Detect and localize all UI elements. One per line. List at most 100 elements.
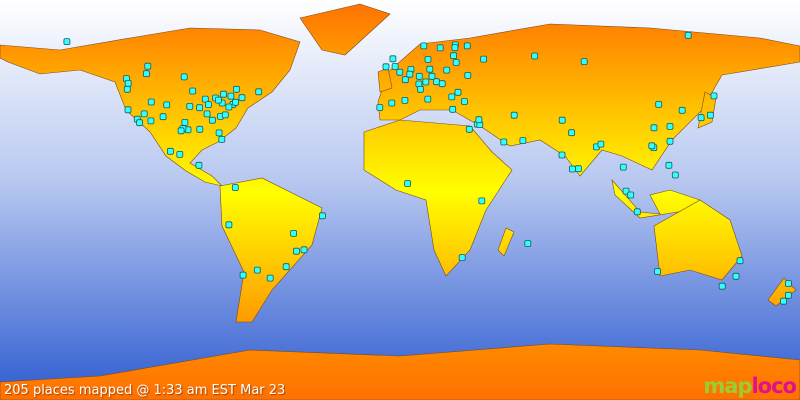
place-marker[interactable]	[678, 106, 686, 114]
place-marker[interactable]	[718, 282, 726, 290]
place-marker[interactable]	[732, 272, 740, 280]
place-marker[interactable]	[208, 116, 216, 124]
place-marker[interactable]	[63, 38, 71, 45]
place-marker[interactable]	[666, 123, 674, 130]
place-marker[interactable]	[420, 42, 428, 50]
place-marker[interactable]	[181, 119, 189, 126]
place-marker[interactable]	[204, 101, 212, 108]
place-marker[interactable]	[785, 291, 792, 299]
place-marker[interactable]	[391, 63, 399, 70]
place-marker[interactable]	[424, 95, 432, 103]
place-marker[interactable]	[500, 138, 508, 146]
place-marker[interactable]	[568, 129, 575, 137]
place-marker[interactable]	[123, 85, 131, 93]
place-marker[interactable]	[627, 191, 635, 199]
place-marker[interactable]	[464, 72, 472, 79]
place-marker[interactable]	[159, 113, 167, 121]
place-marker[interactable]	[214, 96, 222, 104]
place-marker[interactable]	[203, 110, 211, 118]
place-marker[interactable]	[558, 116, 566, 124]
place-marker[interactable]	[426, 65, 434, 73]
place-marker[interactable]	[519, 137, 527, 145]
place-marker[interactable]	[478, 197, 486, 205]
place-marker[interactable]	[396, 68, 404, 76]
place-marker[interactable]	[460, 98, 468, 105]
place-marker[interactable]	[454, 88, 462, 96]
place-marker[interactable]	[436, 44, 444, 52]
place-marker[interactable]	[388, 99, 396, 107]
place-marker[interactable]	[144, 62, 152, 70]
place-marker[interactable]	[558, 151, 566, 159]
place-marker[interactable]	[140, 110, 148, 118]
place-marker[interactable]	[401, 76, 409, 84]
place-marker[interactable]	[422, 78, 430, 86]
place-marker[interactable]	[438, 80, 446, 88]
place-marker[interactable]	[648, 142, 656, 150]
place-marker[interactable]	[166, 147, 174, 155]
place-marker[interactable]	[300, 246, 308, 254]
place-marker[interactable]	[186, 103, 194, 110]
place-marker[interactable]	[238, 94, 246, 102]
place-marker[interactable]	[189, 87, 197, 95]
place-marker[interactable]	[376, 104, 384, 111]
place-marker[interactable]	[195, 161, 203, 169]
place-marker[interactable]	[225, 103, 233, 111]
place-marker[interactable]	[780, 297, 787, 305]
place-marker[interactable]	[142, 70, 150, 78]
place-marker[interactable]	[480, 55, 488, 63]
place-marker[interactable]	[428, 72, 436, 80]
place-marker[interactable]	[196, 104, 204, 112]
place-marker[interactable]	[404, 180, 412, 187]
maploco-logo[interactable]: maploco	[703, 374, 797, 398]
place-marker[interactable]	[671, 171, 679, 179]
place-marker[interactable]	[282, 263, 290, 271]
place-marker[interactable]	[449, 105, 457, 113]
place-marker[interactable]	[255, 88, 263, 96]
place-marker[interactable]	[475, 116, 483, 124]
place-marker[interactable]	[465, 125, 473, 133]
place-marker[interactable]	[147, 98, 155, 106]
place-marker[interactable]	[232, 85, 240, 93]
place-marker[interactable]	[124, 106, 132, 114]
place-marker[interactable]	[569, 165, 576, 173]
place-marker[interactable]	[524, 240, 532, 247]
place-marker[interactable]	[443, 66, 451, 74]
place-marker[interactable]	[406, 70, 414, 78]
place-marker[interactable]	[416, 85, 424, 93]
place-marker[interactable]	[654, 268, 661, 275]
place-marker[interactable]	[225, 221, 233, 229]
place-marker[interactable]	[580, 58, 588, 65]
place-marker[interactable]	[707, 111, 714, 119]
place-marker[interactable]	[655, 101, 663, 108]
place-marker[interactable]	[666, 137, 674, 145]
place-marker[interactable]	[318, 212, 326, 220]
place-marker[interactable]	[448, 93, 456, 101]
place-marker[interactable]	[180, 73, 188, 81]
place-marker[interactable]	[215, 129, 223, 137]
place-marker[interactable]	[736, 257, 744, 265]
place-marker[interactable]	[575, 165, 582, 173]
place-marker[interactable]	[177, 127, 185, 135]
place-marker[interactable]	[665, 161, 673, 169]
place-marker[interactable]	[266, 274, 274, 282]
place-marker[interactable]	[389, 55, 397, 63]
place-marker[interactable]	[684, 32, 692, 39]
place-marker[interactable]	[147, 117, 155, 125]
place-marker[interactable]	[785, 280, 792, 288]
place-marker[interactable]	[697, 114, 705, 122]
place-marker[interactable]	[415, 72, 423, 80]
place-marker[interactable]	[290, 229, 298, 237]
place-marker[interactable]	[382, 63, 390, 71]
place-marker[interactable]	[218, 135, 226, 143]
place-marker[interactable]	[196, 125, 204, 133]
place-marker[interactable]	[424, 56, 432, 63]
place-marker[interactable]	[451, 44, 459, 51]
place-marker[interactable]	[619, 163, 627, 171]
place-marker[interactable]	[401, 97, 409, 104]
place-marker[interactable]	[650, 124, 658, 132]
place-marker[interactable]	[163, 101, 171, 109]
place-marker[interactable]	[450, 52, 458, 60]
place-marker[interactable]	[531, 52, 539, 60]
place-marker[interactable]	[239, 271, 247, 279]
